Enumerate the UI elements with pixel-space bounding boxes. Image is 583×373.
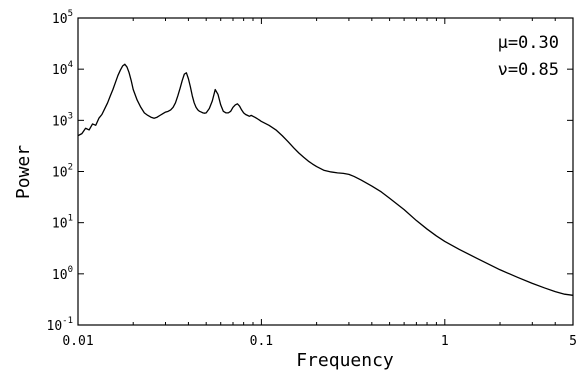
x-axis-label: Frequency bbox=[296, 350, 394, 371]
x-tick-label: 1 bbox=[441, 334, 449, 349]
x-tick-label: 5 bbox=[569, 334, 577, 349]
x-tick-labels: 0.01 0.1 1 5 bbox=[62, 334, 577, 349]
annotation-nu: ν=0.85 bbox=[498, 60, 559, 80]
y-tick-label: 100 bbox=[52, 265, 73, 283]
annotation-mu: μ=0.30 bbox=[498, 33, 559, 53]
y-tick-labels: 10-1 100 101 102 103 104 105 bbox=[47, 9, 74, 334]
series-line bbox=[77, 63, 574, 296]
y-tick-label: 101 bbox=[52, 214, 73, 232]
x-tick-label: 0.1 bbox=[250, 334, 273, 349]
y-tick-label: 10-1 bbox=[47, 316, 74, 334]
y-axis-label: Power bbox=[13, 145, 34, 199]
y-tick-label: 105 bbox=[52, 9, 73, 27]
x-tick-label: 0.01 bbox=[62, 334, 93, 349]
y-tick-label: 104 bbox=[52, 60, 73, 78]
axis-ticks bbox=[77, 17, 574, 326]
y-tick-label: 102 bbox=[52, 163, 73, 181]
y-tick-label: 103 bbox=[52, 111, 73, 129]
